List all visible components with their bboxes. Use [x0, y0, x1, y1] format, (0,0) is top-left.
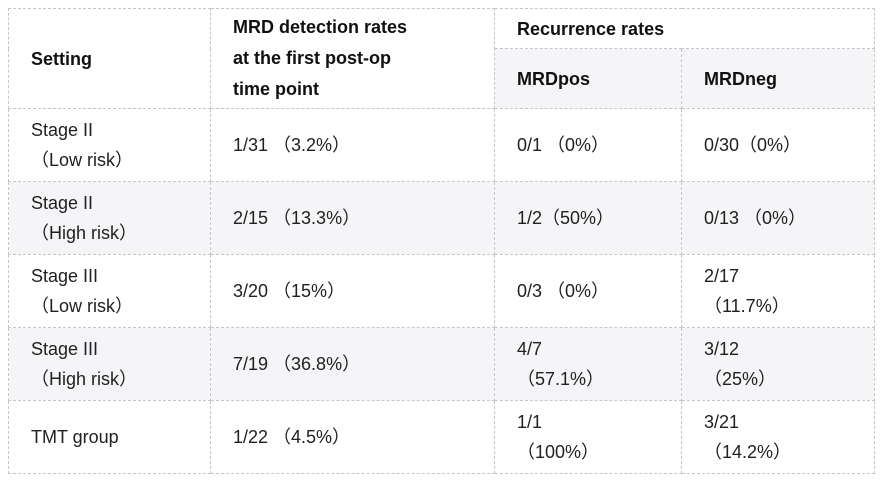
header-mrdneg: MRDneg — [681, 48, 875, 109]
mrd-rate-cell: 7/19 （36.8%） — [210, 327, 495, 401]
setting-cell: Stage II （Low risk） — [8, 108, 211, 182]
header-recurrence-rates: Recurrence rates — [494, 8, 875, 49]
header-mrdpos: MRDpos — [494, 48, 682, 109]
cell-line: （57.1%） — [517, 369, 605, 389]
cell-line: Stage II — [31, 193, 94, 213]
table-body: Stage II （Low risk） 1/31 （3.2%） 0/1 （0%）… — [8, 108, 875, 474]
cell-line: 1/31 （3.2%） — [233, 135, 351, 155]
cell-line: 2/15 （13.3%） — [233, 208, 361, 228]
header-setting-label: Setting — [31, 48, 92, 69]
table-row: TMT group 1/22 （4.5%） 1/1 （100%） 3/21 （1… — [8, 400, 875, 474]
cell-line: 1/22 （4.5%） — [233, 427, 351, 447]
mrdpos-cell: 0/3 （0%） — [494, 254, 682, 328]
header-row-sub: MRDpos MRDneg — [9, 48, 875, 109]
cell-line: 3/12 — [704, 339, 740, 359]
header-setting: Setting — [8, 8, 211, 109]
header-mrdneg-label: MRDneg — [704, 68, 777, 89]
cell-line: （14.2%） — [704, 442, 792, 462]
mrdpos-cell: 4/7 （57.1%） — [494, 327, 682, 401]
cell-line: 0/1 （0%） — [517, 135, 610, 155]
cell-line: Stage III — [31, 339, 99, 359]
mrdneg-cell: 0/30（0%） — [681, 108, 875, 182]
cell-line: （25%） — [704, 369, 777, 389]
cell-line: 1/1 — [517, 412, 543, 432]
cell-line: 0/13 （0%） — [704, 208, 807, 228]
mrd-rate-cell: 1/22 （4.5%） — [210, 400, 495, 474]
mrdpos-cell: 1/2（50%） — [494, 181, 682, 255]
setting-cell: Stage II （High risk） — [8, 181, 211, 255]
table-row: Stage II （Low risk） 1/31 （3.2%） 0/1 （0%）… — [8, 108, 875, 182]
mrdneg-cell: 2/17 （11.7%） — [681, 254, 875, 328]
mrd-rate-cell: 1/31 （3.2%） — [210, 108, 495, 182]
cell-line: 2/17 — [704, 266, 740, 286]
cell-line: （100%） — [517, 442, 600, 462]
table-row: Stage II （High risk） 2/15 （13.3%） 1/2（50… — [8, 181, 875, 255]
cell-line: 0/30（0%） — [704, 135, 802, 155]
cell-line: （High risk） — [31, 223, 138, 243]
mrd-rate-cell: 2/15 （13.3%） — [210, 181, 495, 255]
cell-line: TMT group — [31, 427, 119, 447]
mrdneg-cell: 0/13 （0%） — [681, 181, 875, 255]
mrdneg-cell: 3/12 （25%） — [681, 327, 875, 401]
cell-line: 0/3 （0%） — [517, 281, 610, 301]
setting-cell: Stage III （Low risk） — [8, 254, 211, 328]
mrdpos-cell: 0/1 （0%） — [494, 108, 682, 182]
cell-line: （Low risk） — [31, 296, 134, 316]
cell-line: （Low risk） — [31, 150, 134, 170]
cell-line: 3/20 （15%） — [233, 281, 346, 301]
mrdpos-cell: 1/1 （100%） — [494, 400, 682, 474]
mrd-table: Setting MRD detection rates at the first… — [8, 8, 875, 474]
cell-line: 7/19 （36.8%） — [233, 354, 361, 374]
cell-line: 1/2（50%） — [517, 208, 615, 228]
cell-line: 3/21 — [704, 412, 740, 432]
table-row: Stage III （High risk） 7/19 （36.8%） 4/7 （… — [8, 327, 875, 401]
table-header: Setting MRD detection rates at the first… — [8, 8, 875, 109]
setting-cell: TMT group — [8, 400, 211, 474]
cell-line: 4/7 — [517, 339, 543, 359]
header-mrd-detection-label: MRD detection rates at the first post-op… — [233, 17, 408, 99]
table-row: Stage III （Low risk） 3/20 （15%） 0/3 （0%）… — [8, 254, 875, 328]
header-row-top: Setting MRD detection rates at the first… — [8, 8, 875, 109]
header-recurrence-rates-label: Recurrence rates — [517, 18, 665, 39]
cell-line: Stage II — [31, 120, 94, 140]
cell-line: Stage III — [31, 266, 99, 286]
mrd-rate-cell: 3/20 （15%） — [210, 254, 495, 328]
header-mrdpos-label: MRDpos — [517, 68, 590, 89]
setting-cell: Stage III （High risk） — [8, 327, 211, 401]
mrdneg-cell: 3/21 （14.2%） — [681, 400, 875, 474]
header-mrd-detection: MRD detection rates at the first post-op… — [210, 8, 495, 109]
cell-line: （High risk） — [31, 369, 138, 389]
cell-line: （11.7%） — [704, 296, 790, 316]
